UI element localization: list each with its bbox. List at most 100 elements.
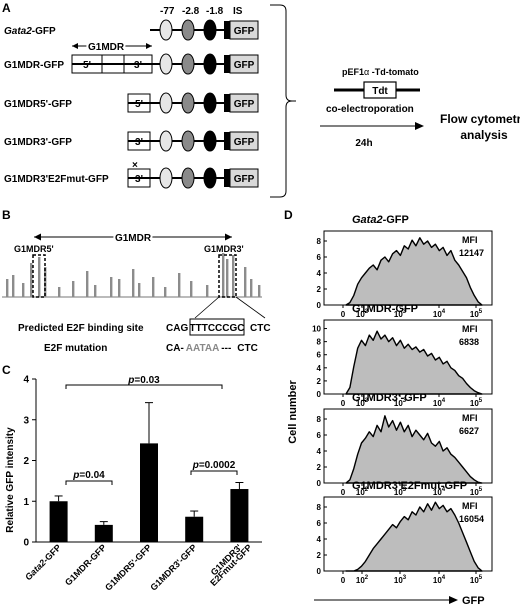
gfp-label: GFP [234,60,255,71]
d-xlabel: GFP [462,595,485,605]
c-category-label: G1MDR3'-GFP [148,542,198,592]
construct-row: G1MDR-GFP 5' 3' GFP [4,53,259,75]
enhancer-box-label: 3' [135,174,143,185]
histogram-area [345,415,483,484]
b-right-dashed-box [218,254,237,298]
enhancer-box-label: 5' [135,99,143,110]
histogram-xtick-label: 103 [394,398,407,408]
conservation-peak [226,259,229,297]
histogram-ytick-label: 4 [317,447,322,456]
conservation-peak [232,255,235,297]
c-category-label: Gata2-GFP [23,542,63,582]
gfp-box [229,168,259,188]
histogram: G1MDR-GFP 0 2 4 6 8 10 0 102 103 104 105 MFI 6838 [312,303,493,408]
readout-line2: analysis [460,128,508,142]
histogram-xtick-label: 102 [356,398,369,408]
regulatory-element [181,53,195,75]
mfi-label: MFI [462,501,478,511]
histogram-xtick-label: 0 [341,576,346,585]
tdt-label: Tdt [372,86,388,97]
is-block [224,169,230,187]
enhancer-box-label: 3' [135,137,143,148]
mfi-value: 12147 [459,248,484,258]
conservation-peak [22,283,25,297]
regulatory-element [181,92,195,114]
conservation-peak [132,269,135,297]
d-ylabel: Cell number [287,380,299,444]
histogram-xtick-label: 104 [433,487,446,497]
regulatory-element [181,130,195,152]
conservation-peak [222,253,225,297]
readout-line1: Flow cytometry [440,112,520,126]
conservation-peak [38,257,41,297]
b-span-label: G1MDR [115,233,152,244]
construct-row: Gata2-GFP GFP [4,19,259,41]
c-bar [185,516,204,542]
histogram-xtick-label: 105 [470,309,483,319]
histogram-title: Gata2-GFP [352,214,409,226]
conservation-peak [258,285,261,297]
construct-row: G1MDR3'-GFP 3' GFP [4,130,259,152]
histogram-ytick-label: 2 [317,463,322,472]
b-left-label: G1MDR5' [14,244,54,254]
histogram-ytick-label: 8 [317,415,322,424]
construct-row: G1MDR5'-GFP 5' GFP [4,92,259,114]
histogram-xtick-label: 104 [433,309,446,319]
regulatory-element [159,167,173,189]
header-77: -77 [160,6,175,17]
bracket-1-text: p=0.03 [127,375,160,386]
mutation-mark: × [132,160,138,171]
histogram-xtick-label: 0 [341,399,346,408]
histogram-xtick-label: 103 [394,487,407,497]
histogram-xtick-label: 0 [341,310,346,319]
histogram: G1MDR3'-GFP 0 2 4 6 8 0 102 103 104 105 MFI 6627 [317,392,493,497]
gfp-label: GFP [234,26,255,37]
tdt-box [363,81,397,99]
histogram-ytick-label: 4 [317,535,322,544]
histogram-ytick-label: 0 [317,479,322,488]
histogram-ytick-label: 2 [317,377,322,386]
time-label: 24h [355,138,372,149]
header-is: IS [233,6,243,17]
histogram-ytick-label: 2 [317,551,322,560]
construct-name: G1MDR3'-GFP [4,137,72,148]
panel-a-letter: A [2,1,11,15]
is-block [224,55,230,73]
box-3prime-label: 3' [134,60,142,71]
c-bar [140,443,158,542]
construct-name: G1MDR3'E2Fmut-GFP [4,174,109,185]
b-site-left: CAG [166,323,188,334]
histogram-title: G1MDR-GFP [352,303,418,315]
mfi-value: 6838 [459,337,479,347]
regulatory-element [203,130,217,152]
histogram-ytick-label: 8 [317,338,322,347]
regulatory-element [203,53,217,75]
histogram-xtick-label: 104 [433,575,446,585]
is-block [224,132,230,150]
panel-b: B G1MDR G1MDR5' G1MDR3' Predicted E2F bi… [2,208,271,354]
histogram-ytick-label: 10 [312,325,321,334]
conservation-peak [72,281,75,297]
panel-b-letter: B [2,208,11,222]
box-5prime-label: 5' [83,60,91,71]
histogram-xtick-label: 102 [356,487,369,497]
histogram: G1MDR3'E2Fmut-GFP 0 2 4 6 8 0 102 103 104 105 MFI 16… [317,480,493,585]
c-category-label: G1MDR5'-GFP [103,542,153,592]
histogram-ytick-label: 8 [317,503,322,512]
bracket-2-line [65,480,113,485]
histogram-ytick-label: 6 [317,519,322,528]
bracket-3-text: p=0.0002 [192,460,236,471]
histogram: Gata2-GFP 0 2 4 6 8 0 102 103 104 105 MFI 12147 [317,214,493,319]
g1mdr-span-label: G1MDR [88,42,125,53]
histogram-title: G1MDR3'-GFP [352,392,427,404]
histogram-area [345,501,483,572]
regulatory-element [203,167,217,189]
conservation-peak [86,271,89,297]
conservation-peak [110,277,113,297]
conservation-peak [58,287,61,297]
conservation-peak [206,285,209,297]
